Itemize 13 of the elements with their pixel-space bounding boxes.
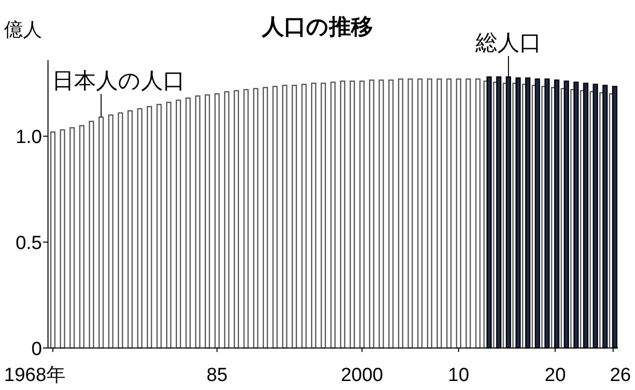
chart-title: 人口の推移	[261, 14, 373, 39]
x-tick-label: 10	[448, 365, 470, 386]
y-axis-title: 億人	[4, 20, 42, 41]
x-tick-label: 20	[544, 365, 566, 386]
x-tick-label: 2000	[340, 365, 384, 386]
series-label: 日本人の人口	[52, 68, 185, 93]
y-tick-label: 0	[31, 339, 42, 360]
x-tick-label: 26	[610, 365, 631, 386]
y-tick-label: 1.0	[16, 127, 42, 148]
series-label: 総人口	[474, 30, 542, 55]
x-tick-label: 1968年	[4, 365, 66, 386]
x-tick-label: 85	[206, 365, 228, 386]
y-tick-label: 0.5	[16, 233, 42, 254]
